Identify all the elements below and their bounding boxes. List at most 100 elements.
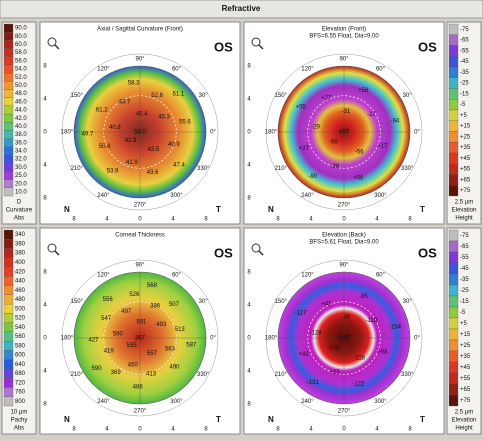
scale-label: -35 — [460, 70, 469, 76]
map-value: 41.9 — [126, 160, 138, 166]
x-axis-tick: 8 — [204, 427, 208, 433]
scale-swatch — [3, 97, 14, 107]
map-value: -28 — [330, 164, 339, 170]
compass-label: 0° — [414, 130, 420, 136]
outer-ring — [61, 53, 219, 211]
scale-swatch — [3, 179, 14, 188]
scale-swatch — [3, 368, 14, 379]
y-axis-tick: 0 — [247, 130, 251, 136]
zoom-icon — [47, 243, 57, 253]
x-axis-tick: 0 — [342, 217, 346, 223]
compass-label: 270° — [338, 409, 351, 415]
scale-swatch — [448, 56, 459, 68]
compass-label: 150° — [71, 299, 84, 305]
map-value: 61.2 — [96, 107, 108, 113]
compass-label: 0° — [210, 130, 216, 136]
map-value: -128 — [310, 331, 323, 337]
y-axis-tick: 4 — [43, 369, 47, 375]
x-axis-tick: 0 — [342, 427, 346, 433]
map-value: -118 — [353, 355, 365, 361]
map-value: -94 — [391, 118, 400, 124]
x-axis-tick: 4 — [309, 427, 313, 433]
scale-label: +45 — [460, 365, 471, 371]
scale-label: 720 — [15, 380, 26, 386]
y-axis-tick: 8 — [247, 196, 251, 202]
scale-label: 580 — [15, 343, 26, 349]
x-axis-tick: 4 — [309, 217, 313, 223]
scale-label: +35 — [460, 145, 471, 151]
map-value: 547 — [101, 316, 112, 322]
x-axis-tick: 4 — [375, 217, 379, 223]
scale-label: 30.0 — [15, 165, 27, 171]
scale-label: 440 — [15, 279, 26, 285]
map-value: -117 — [295, 310, 307, 316]
zoom-handle — [258, 250, 264, 256]
map-value: +98 — [377, 350, 388, 356]
compass-label: 0° — [210, 336, 216, 342]
scale-label: 600 — [15, 353, 26, 359]
scale-swatch — [3, 322, 14, 333]
outer-ring — [265, 259, 423, 417]
scale-label: -25 — [460, 81, 469, 87]
x-axis-tick: 8 — [72, 427, 76, 433]
scale-swatch — [448, 99, 459, 111]
scale-swatch — [3, 89, 14, 98]
map-value: 45.4 — [136, 112, 148, 118]
compass-label: 240° — [301, 193, 314, 199]
y-axis-tick: 8 — [43, 402, 47, 408]
x-axis-tick: 4 — [105, 217, 109, 223]
scale-swatch — [448, 45, 459, 57]
scale-swatch — [448, 77, 459, 89]
scale-swatch — [3, 303, 14, 314]
compass-label: 150° — [275, 93, 288, 99]
scale-label: -65 — [460, 244, 469, 250]
scale-label: +15 — [460, 124, 471, 130]
scale-label: 380 — [15, 251, 26, 257]
scale-swatch — [448, 152, 459, 164]
compass-label: 90° — [339, 57, 349, 63]
scale-swatch — [3, 359, 14, 370]
scale-swatch — [3, 187, 14, 197]
scale-swatch — [448, 131, 459, 143]
scale-swatch — [3, 171, 14, 180]
map-value: 507 — [169, 302, 180, 308]
scale-label: 38.0 — [15, 132, 27, 138]
y-axis-tick: 8 — [43, 270, 47, 276]
scale-swatch — [3, 113, 14, 123]
scale-swatch — [3, 313, 14, 323]
compass-label: 240° — [301, 399, 314, 405]
scale-swatch — [448, 142, 459, 154]
scale-swatch — [3, 122, 14, 131]
scale-swatch — [3, 341, 14, 351]
scale-swatch — [448, 262, 459, 275]
scale-label: -75 — [460, 233, 469, 239]
scale-label: -55 — [460, 255, 469, 261]
map-value: 556 — [103, 297, 114, 303]
scale-label: 32.0 — [15, 157, 27, 163]
window-title: Refractive — [222, 4, 261, 13]
scale-swatch — [3, 266, 14, 277]
scale-swatch — [448, 339, 459, 352]
map-value: +58 — [358, 88, 369, 94]
map-value: 50.8 — [99, 144, 111, 150]
scale-swatch — [448, 229, 459, 242]
scale-name: Curvature — [6, 208, 33, 214]
map-title: Axial / Sagittal Curvature (Front) — [97, 27, 183, 33]
map-title: Elevation (Back) — [322, 233, 366, 239]
x-axis-tick: 0 — [138, 427, 142, 433]
compass-label: 60° — [172, 66, 182, 72]
compass-label: 210° — [275, 166, 288, 172]
scale-label: 44.0 — [15, 108, 27, 114]
scale-label: 80.0 — [15, 34, 27, 40]
compass-label: 150° — [275, 299, 288, 305]
scale-swatch — [448, 163, 459, 175]
scale-label: 52.0 — [15, 75, 27, 81]
temporal-label: T — [420, 205, 425, 214]
scale-label: +45 — [460, 156, 471, 162]
map-title: Corneal Thickness — [115, 233, 165, 239]
scale-mode: Height — [455, 426, 473, 432]
scale-label: +75 — [460, 188, 471, 194]
map-value: 419 — [104, 348, 115, 354]
scale-label: 360 — [15, 241, 26, 247]
scale-label: 680 — [15, 371, 26, 377]
